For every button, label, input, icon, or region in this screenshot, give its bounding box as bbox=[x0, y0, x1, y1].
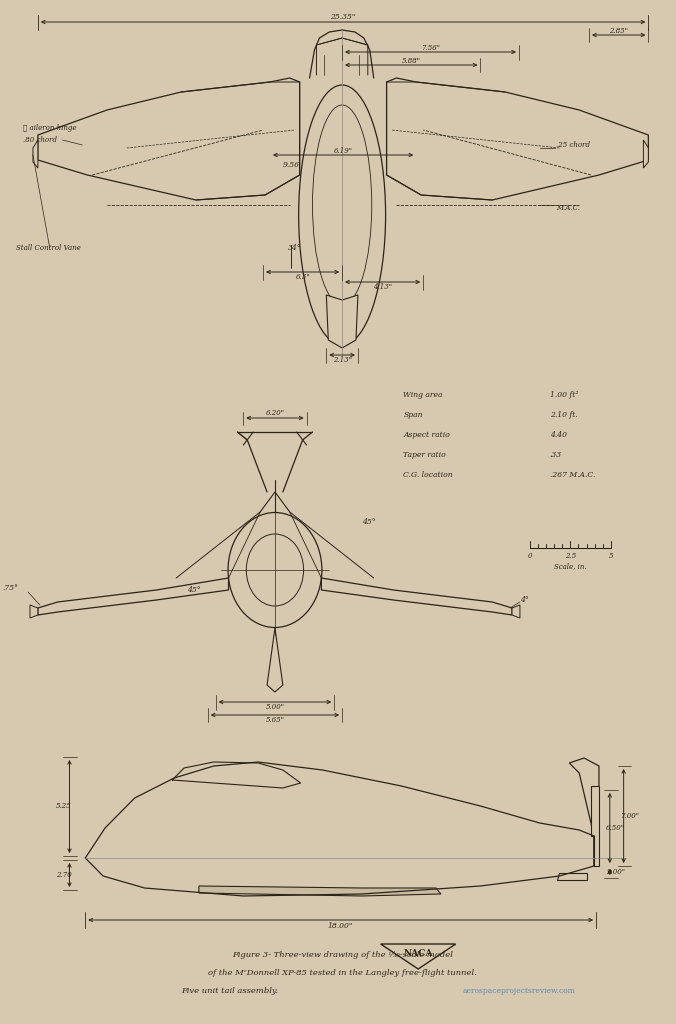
Polygon shape bbox=[591, 786, 599, 866]
Polygon shape bbox=[387, 78, 648, 200]
Text: .267 M.A.C.: .267 M.A.C. bbox=[550, 471, 595, 479]
Text: 4.40: 4.40 bbox=[550, 431, 566, 439]
Text: 5.88": 5.88" bbox=[402, 57, 420, 65]
Text: Aspect ratio: Aspect ratio bbox=[404, 431, 450, 439]
Polygon shape bbox=[558, 873, 587, 880]
Polygon shape bbox=[33, 140, 38, 168]
Text: Taper ratio: Taper ratio bbox=[404, 451, 446, 459]
Text: NACA: NACA bbox=[404, 948, 433, 957]
Text: .25 chord: .25 chord bbox=[556, 141, 590, 150]
Text: 5: 5 bbox=[608, 552, 613, 560]
Text: Wing area: Wing area bbox=[404, 391, 443, 399]
Text: 2.13": 2.13" bbox=[333, 356, 352, 364]
Text: 4°: 4° bbox=[520, 596, 529, 604]
Text: .75°: .75° bbox=[2, 584, 18, 592]
Text: 2.00": 2.00" bbox=[606, 868, 625, 876]
Polygon shape bbox=[569, 758, 599, 866]
Ellipse shape bbox=[299, 85, 385, 345]
Text: 6.20": 6.20" bbox=[266, 409, 285, 417]
Polygon shape bbox=[267, 628, 283, 692]
Text: 6.19": 6.19" bbox=[334, 147, 353, 155]
Text: 6.50": 6.50" bbox=[606, 824, 625, 831]
Polygon shape bbox=[321, 578, 512, 615]
Text: 34°: 34° bbox=[288, 244, 301, 252]
Polygon shape bbox=[30, 605, 38, 618]
Text: 2.85": 2.85" bbox=[609, 27, 628, 35]
Text: 1.00 ft²: 1.00 ft² bbox=[550, 391, 578, 399]
Text: 0: 0 bbox=[527, 552, 532, 560]
Text: Scale, in.: Scale, in. bbox=[554, 562, 587, 570]
Text: 6.3": 6.3" bbox=[295, 273, 310, 281]
Text: 45°: 45° bbox=[362, 518, 375, 526]
Text: 18.00": 18.00" bbox=[328, 922, 354, 930]
Text: 9.56: 9.56 bbox=[283, 161, 299, 169]
Text: 7.00": 7.00" bbox=[620, 812, 639, 820]
Polygon shape bbox=[512, 605, 520, 618]
Text: 5.25: 5.25 bbox=[55, 803, 72, 811]
Text: .80 chord: .80 chord bbox=[23, 136, 57, 144]
Text: 45°: 45° bbox=[187, 586, 201, 594]
Polygon shape bbox=[644, 140, 648, 168]
Polygon shape bbox=[327, 295, 358, 348]
Text: 2.10 ft.: 2.10 ft. bbox=[550, 411, 577, 419]
Text: 25.35": 25.35" bbox=[331, 13, 356, 22]
Text: .33: .33 bbox=[550, 451, 562, 459]
Text: 5.65": 5.65" bbox=[266, 716, 285, 724]
Text: 2.5: 2.5 bbox=[564, 552, 576, 560]
Text: Five unit tail assembly.: Five unit tail assembly. bbox=[181, 987, 279, 995]
Text: 2.70: 2.70 bbox=[55, 871, 72, 879]
Text: 5.00": 5.00" bbox=[266, 703, 285, 711]
Polygon shape bbox=[199, 886, 441, 896]
Text: 7.56": 7.56" bbox=[421, 44, 440, 52]
Text: of the MᶜDonnell XP-85 tested in the Langley free-flight tunnel.: of the MᶜDonnell XP-85 tested in the Lan… bbox=[208, 969, 477, 977]
Text: Stall Control Vane: Stall Control Vane bbox=[16, 244, 81, 252]
Text: M.A.C.: M.A.C. bbox=[556, 204, 581, 212]
Text: 4.13": 4.13" bbox=[373, 283, 392, 291]
Ellipse shape bbox=[228, 512, 322, 628]
Text: C.G. location: C.G. location bbox=[404, 471, 453, 479]
Polygon shape bbox=[38, 578, 228, 615]
Text: ℓ aileron hinge: ℓ aileron hinge bbox=[23, 124, 76, 132]
Text: aerospaceprojectsreview.com: aerospaceprojectsreview.com bbox=[462, 987, 575, 995]
Text: Span: Span bbox=[404, 411, 423, 419]
Polygon shape bbox=[38, 78, 299, 200]
Text: Figure 3- Three-view drawing of the ⅓₀-scale model: Figure 3- Three-view drawing of the ⅓₀-s… bbox=[232, 951, 452, 959]
Polygon shape bbox=[381, 944, 456, 969]
